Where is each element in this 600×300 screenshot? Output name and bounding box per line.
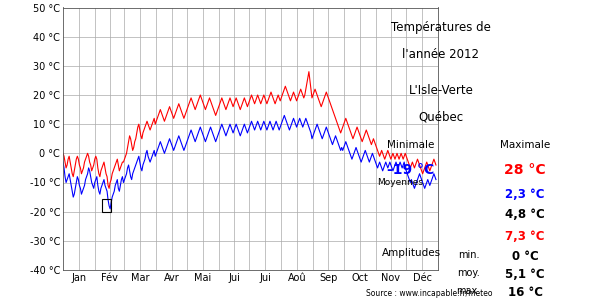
- Text: L'Isle-Verte: L'Isle-Verte: [409, 84, 473, 97]
- Text: 16 °C: 16 °C: [508, 286, 542, 299]
- Text: max.: max.: [456, 286, 480, 296]
- Text: moy.: moy.: [457, 268, 480, 278]
- Text: Températures de: Températures de: [391, 21, 491, 34]
- Bar: [102, 199, 111, 212]
- Text: 4,8 °C: 4,8 °C: [505, 208, 545, 221]
- Text: -19 °C: -19 °C: [388, 164, 434, 178]
- Text: Moyennes: Moyennes: [377, 178, 424, 187]
- Text: 0 °C: 0 °C: [512, 250, 538, 263]
- Text: 7,3 °C: 7,3 °C: [505, 230, 545, 242]
- Text: 5,1 °C: 5,1 °C: [505, 268, 545, 281]
- Text: l'année 2012: l'année 2012: [403, 48, 479, 61]
- Text: 2,3 °C: 2,3 °C: [505, 188, 545, 200]
- Text: Maximale: Maximale: [500, 140, 550, 149]
- Text: Québec: Québec: [418, 111, 464, 124]
- Text: Amplitudes: Amplitudes: [382, 248, 440, 257]
- Text: 28 °C: 28 °C: [504, 164, 546, 178]
- Text: Source : www.incapable.fr/meteo: Source : www.incapable.fr/meteo: [366, 290, 492, 298]
- Text: min.: min.: [458, 250, 480, 260]
- Text: Minimale: Minimale: [388, 140, 434, 149]
